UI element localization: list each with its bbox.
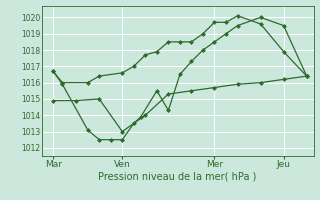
X-axis label: Pression niveau de la mer( hPa ): Pression niveau de la mer( hPa ) — [99, 172, 257, 182]
